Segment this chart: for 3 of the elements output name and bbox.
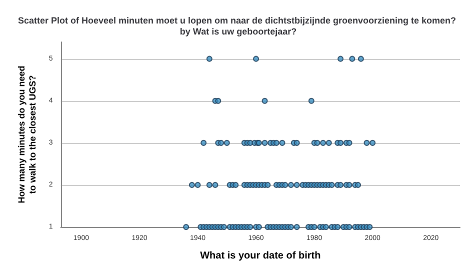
y-axis-title: How many minutes do you need to walk to the closest UGS? xyxy=(16,66,38,204)
x-axis-title: What is your date of birth xyxy=(200,250,321,262)
chart-title: Scatter Plot of Hoeveel minuten moet u lopen om naar de dichtstbijzijnde groenvoorziening te komen? by Wat is uw geboortejaar? xyxy=(18,16,456,36)
